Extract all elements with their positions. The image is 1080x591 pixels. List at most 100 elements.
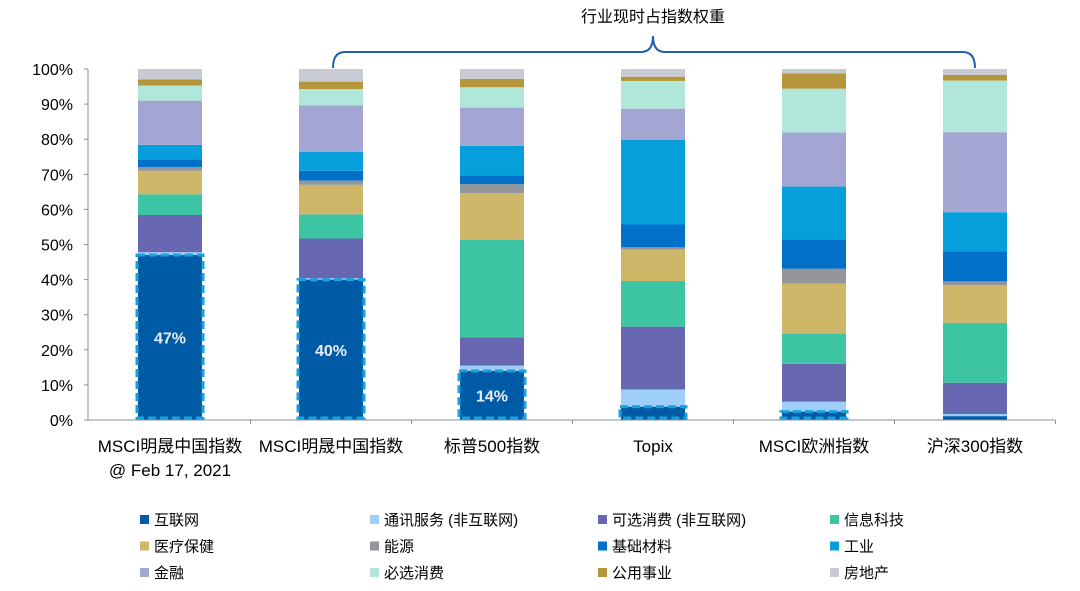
legend-swatch bbox=[370, 515, 379, 524]
bar-stack: 14% bbox=[457, 69, 527, 420]
highlight-box bbox=[135, 253, 205, 420]
legend-swatch bbox=[140, 541, 149, 551]
legend-label: 信息科技 bbox=[844, 512, 904, 529]
bar-segment bbox=[460, 78, 524, 88]
legend-item: 必选消费 bbox=[370, 565, 444, 582]
bar-segment bbox=[460, 337, 524, 366]
bar-segment bbox=[460, 107, 524, 146]
bar-segment bbox=[299, 151, 363, 171]
bar-segment bbox=[138, 100, 202, 145]
legend-label: 工业 bbox=[844, 539, 874, 556]
legend-swatch bbox=[370, 568, 379, 577]
bar-segment bbox=[782, 73, 846, 89]
legend-swatch bbox=[830, 568, 839, 577]
x-tick-label: Topix bbox=[633, 437, 673, 456]
bar-segment bbox=[943, 132, 1007, 213]
y-tick-label: 70% bbox=[41, 167, 73, 184]
bar-stack bbox=[618, 69, 688, 420]
y-tick-label: 20% bbox=[41, 343, 73, 360]
y-tick-label: 40% bbox=[41, 273, 73, 290]
bar-segment bbox=[621, 249, 685, 282]
legend-item: 工业 bbox=[830, 539, 874, 556]
bar-segment bbox=[621, 224, 685, 248]
legend-item: 信息科技 bbox=[830, 512, 904, 529]
legend-label: 医疗保健 bbox=[154, 539, 214, 556]
bar-segment bbox=[782, 239, 846, 269]
x-tick-label: MSCI明晟中国指数 bbox=[98, 437, 243, 456]
bar-segment bbox=[621, 69, 685, 77]
legend-item: 房地产 bbox=[830, 565, 889, 582]
bar-segment bbox=[943, 414, 1007, 417]
highlight-box bbox=[618, 405, 688, 420]
bar-segment bbox=[943, 74, 1007, 81]
bar-segment bbox=[460, 370, 524, 420]
bar-segment bbox=[943, 80, 1007, 133]
bar-segment bbox=[299, 184, 363, 215]
legend-swatch bbox=[830, 515, 839, 524]
legend-item: 公用事业 bbox=[598, 565, 672, 582]
bar-segment bbox=[460, 193, 524, 240]
bar-segment bbox=[460, 69, 524, 79]
legend-item: 能源 bbox=[370, 539, 414, 556]
bar-segment bbox=[138, 69, 202, 80]
bar-segment bbox=[943, 251, 1007, 282]
bar-segment bbox=[138, 144, 202, 160]
bar-segment bbox=[943, 416, 1007, 420]
bar-segment bbox=[299, 69, 363, 82]
y-tick-label: 0% bbox=[50, 413, 73, 430]
legend-label: 公用事业 bbox=[612, 565, 672, 582]
legend-item: 基础材料 bbox=[598, 539, 672, 556]
bar-segment bbox=[138, 159, 202, 167]
bar-value-label: 47% bbox=[154, 331, 186, 348]
bar-segment bbox=[621, 247, 685, 250]
bar-segment bbox=[943, 212, 1007, 252]
annotation-bracket: 行业现时占指数权重 bbox=[332, 8, 976, 69]
legend-swatch bbox=[140, 515, 149, 524]
bar-segment bbox=[621, 76, 685, 81]
y-tick-label: 50% bbox=[41, 238, 73, 255]
bar-segment bbox=[299, 81, 363, 90]
y-tick-label: 80% bbox=[41, 132, 73, 149]
bar-segment bbox=[943, 285, 1007, 323]
bar-segment bbox=[943, 281, 1007, 286]
bar-segment bbox=[138, 252, 202, 256]
highlight-box bbox=[296, 278, 366, 420]
legend-label: 房地产 bbox=[844, 565, 889, 582]
x-tick-label: @ Feb 17, 2021 bbox=[109, 461, 231, 480]
bar-segment bbox=[299, 105, 363, 152]
bar-segment bbox=[138, 79, 202, 86]
bar-segment bbox=[782, 411, 846, 420]
legend-item: 可选消费 (非互联网) bbox=[598, 512, 746, 529]
bar-segment bbox=[460, 87, 524, 108]
bar-segment bbox=[943, 382, 1007, 415]
annotation-label: 行业现时占指数权重 bbox=[581, 8, 725, 26]
bar-segment bbox=[943, 322, 1007, 383]
bar-segment bbox=[621, 139, 685, 225]
highlight-box bbox=[457, 369, 527, 420]
bar-segment bbox=[460, 184, 524, 194]
bar-segment bbox=[782, 283, 846, 335]
bar-segment bbox=[138, 194, 202, 216]
bar-stack: 40% bbox=[296, 69, 366, 420]
bar-segment bbox=[138, 255, 202, 420]
bar-segment bbox=[621, 326, 685, 390]
legend-label: 能源 bbox=[384, 539, 414, 556]
y-tick-label: 100% bbox=[32, 62, 73, 79]
bar-segment bbox=[782, 334, 846, 364]
legend-label: 通讯服务 (非互联网) bbox=[384, 512, 518, 529]
bar-segment bbox=[299, 170, 363, 181]
legend-swatch bbox=[598, 541, 607, 551]
bar-segment bbox=[299, 214, 363, 239]
bar-stack bbox=[943, 69, 1007, 420]
legend-swatch bbox=[830, 541, 839, 551]
bar-segment bbox=[138, 170, 202, 195]
bar-segment bbox=[138, 166, 202, 171]
legend-label: 互联网 bbox=[154, 512, 199, 529]
legend-item: 互联网 bbox=[140, 512, 199, 529]
legend-label: 可选消费 (非互联网) bbox=[612, 512, 746, 529]
bar-segment bbox=[621, 80, 685, 109]
legend-item: 通讯服务 (非互联网) bbox=[370, 512, 518, 529]
bar-segment bbox=[782, 363, 846, 402]
bar-segment bbox=[299, 279, 363, 420]
